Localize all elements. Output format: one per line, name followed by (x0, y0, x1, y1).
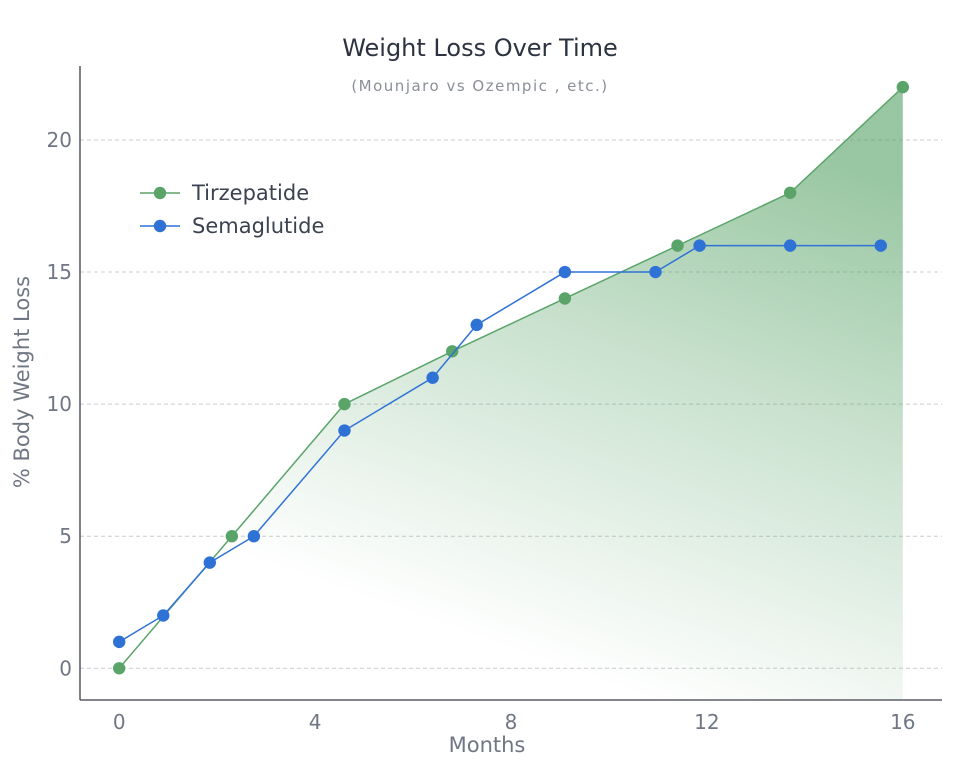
series-line-tirzepatide (118, 86, 904, 669)
chart-title: Weight Loss Over Time (342, 34, 618, 62)
y-tick-label: 0 (59, 656, 72, 680)
data-point-tirzepatide (896, 80, 910, 94)
area-fill (119, 87, 903, 701)
series-line-semaglutide (118, 244, 881, 643)
y-tick-label: 10 (47, 392, 72, 416)
data-point-semaglutide (247, 530, 261, 543)
data-point-semaglutide (470, 318, 483, 332)
data-point-semaglutide (157, 609, 170, 622)
data-point-semaglutide (649, 265, 662, 279)
legend: Tirzepatide Semaglutide (140, 181, 324, 238)
x-tick-label: 16 (890, 710, 915, 734)
data-point-tirzepatide (671, 239, 684, 252)
x-tick-label: 8 (505, 710, 518, 734)
data-point-tirzepatide (783, 186, 797, 199)
area-tirzepatide (119, 87, 903, 701)
axes: 0 5 10 15 20 0 4 8 12 16 (47, 66, 942, 734)
data-point-semaglutide (426, 371, 439, 384)
x-tick-label: 0 (113, 710, 126, 734)
data-point-semaglutide (112, 635, 126, 649)
y-tick-label: 5 (59, 524, 72, 548)
x-tick-label: 12 (694, 710, 719, 734)
data-point-semaglutide (783, 239, 797, 252)
legend-marker-semaglutide (153, 219, 167, 233)
x-axis-label: Months (449, 733, 526, 757)
legend-marker-tirzepatide (153, 186, 167, 200)
x-tick-label: 4 (309, 710, 322, 734)
chart-subtitle: (Mounjaro vs Ozempic , etc.) (351, 77, 608, 95)
data-point-semaglutide (558, 265, 572, 279)
data-point-tirzepatide (112, 662, 126, 675)
y-tick-label: 20 (47, 128, 72, 152)
y-tick-label: 15 (47, 260, 72, 284)
y-axis-label: % Body Weight Loss (10, 276, 34, 488)
data-point-tirzepatide (225, 530, 239, 543)
data-point-semaglutide (203, 556, 216, 569)
legend-label-semaglutide: Semaglutide (192, 214, 324, 238)
data-point-tirzepatide (338, 397, 351, 411)
legend-label-tirzepatide: Tirzepatide (191, 181, 309, 205)
series (112, 80, 910, 675)
data-point-tirzepatide (446, 345, 459, 358)
data-point-semaglutide (338, 424, 351, 437)
data-point-tirzepatide (558, 292, 572, 305)
data-point-semaglutide (693, 239, 706, 252)
data-point-semaglutide (874, 239, 887, 252)
